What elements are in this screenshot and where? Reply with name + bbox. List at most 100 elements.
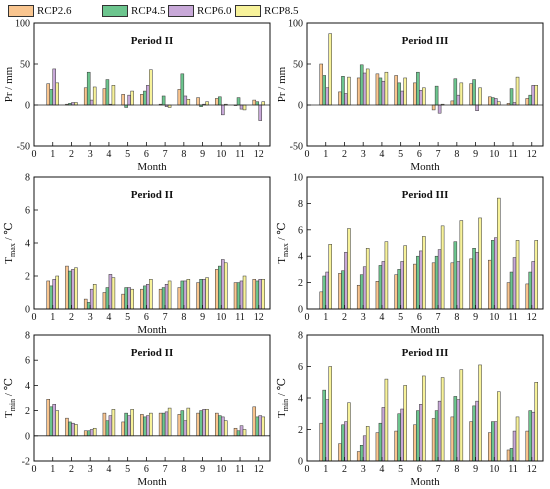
bar-rcp45 (124, 412, 128, 437)
y-tick-label: 6 (298, 225, 303, 236)
bar-rcp60 (202, 409, 206, 437)
x-tick-label: 12 (254, 312, 264, 323)
bar-rcp26 (506, 449, 511, 462)
x-axis-label: Month (410, 324, 440, 336)
x-tick-label: 3 (88, 312, 93, 323)
bar-rcp85 (92, 284, 97, 310)
legend-swatch-rcp26 (8, 5, 34, 17)
bar-rcp60 (475, 104, 479, 111)
x-tick-label: 1 (323, 149, 328, 160)
bar-rcp85 (403, 245, 407, 310)
bar-rcp60 (437, 400, 442, 462)
y-tick-label: 8 (25, 173, 30, 184)
bar-rcp85 (111, 277, 116, 310)
bar-rcp45 (105, 420, 110, 437)
bar-rcp26 (102, 412, 107, 437)
bar-rcp85 (261, 416, 266, 437)
bar-rcp60 (239, 425, 244, 437)
bar-rcp60 (456, 261, 461, 310)
y-tick-label: 8 (298, 331, 303, 342)
bar-rcp85 (55, 275, 59, 310)
bar-rcp26 (469, 258, 473, 310)
bar-rcp26 (83, 298, 88, 310)
chart-title: Period III (402, 189, 449, 201)
bar-rcp60 (512, 430, 517, 462)
bar-rcp26 (338, 443, 342, 462)
bar-rcp26 (319, 422, 323, 462)
bar-rcp60 (202, 279, 206, 310)
bar-rcp60 (531, 411, 536, 462)
x-tick-label: 6 (417, 149, 422, 160)
bar-rcp45 (161, 287, 166, 310)
legend: RCP2.6 RCP4.5 RCP6.0 RCP8.5 (0, 2, 550, 22)
bar-rcp85 (224, 262, 228, 310)
x-axis-label: Month (410, 476, 440, 488)
bar-rcp85 (328, 33, 332, 106)
bar-rcp45 (255, 280, 260, 310)
x-tick-label: 12 (527, 149, 537, 160)
bar-rcp85 (242, 275, 247, 310)
bar-rcp60 (437, 104, 442, 114)
bar-rcp45 (255, 416, 260, 437)
bar-rcp85 (92, 86, 97, 106)
bar-rcp60 (183, 280, 188, 310)
x-tick-label: 10 (216, 464, 226, 475)
bar-rcp85 (55, 82, 59, 106)
bar-rcp60 (164, 411, 169, 437)
bar-rcp85 (149, 69, 153, 106)
bar-rcp26 (356, 451, 361, 462)
bar-rcp85 (130, 90, 134, 106)
bar-rcp60 (325, 87, 329, 106)
bar-rcp60 (89, 288, 94, 310)
bar-rcp45 (397, 269, 401, 310)
bar-rcp85 (224, 420, 228, 437)
bar-rcp85 (328, 244, 332, 310)
bar-rcp26 (525, 283, 530, 310)
x-axis-label: Month (137, 324, 167, 336)
y-tick-label: 2 (25, 406, 30, 417)
bar-rcp45 (49, 285, 53, 310)
bar-rcp85 (365, 68, 370, 106)
x-tick-label: 9 (473, 149, 478, 160)
bar-rcp45 (236, 430, 241, 437)
y-axis-label: Tmin / ℃ (3, 378, 17, 418)
bar-rcp26 (46, 83, 50, 106)
bar-rcp85 (130, 409, 134, 437)
x-tick-label: 10 (216, 312, 226, 323)
y-tick-label: 0 (298, 457, 303, 468)
bar-rcp26 (506, 282, 511, 310)
bar-rcp60 (89, 99, 94, 106)
bar-rcp45 (124, 287, 128, 310)
bar-rcp45 (491, 97, 495, 106)
bar-rcp26 (121, 421, 125, 437)
bar-rcp85 (92, 427, 97, 437)
plot-frame (33, 334, 271, 462)
bar-rcp45 (528, 410, 533, 462)
bar-rcp60 (183, 420, 188, 437)
y-axis-label: Tmin / ℃ (276, 378, 290, 418)
bar-rcp45 (86, 71, 91, 106)
x-tick-label: 3 (88, 464, 93, 475)
bar-rcp45 (341, 76, 345, 106)
y-axis-label: Tmax / ℃ (3, 222, 17, 263)
bar-rcp45 (180, 73, 185, 106)
bar-rcp60 (437, 249, 442, 310)
bar-rcp45 (218, 265, 222, 310)
bar-rcp60 (52, 68, 56, 106)
bar-rcp60 (164, 284, 169, 310)
y-tick-label: 50 (20, 60, 30, 71)
bar-rcp26 (394, 430, 398, 462)
bar-rcp26 (375, 281, 380, 310)
bar-rcp26 (196, 282, 200, 310)
bar-rcp45 (528, 94, 533, 106)
y-tick-label: -50 (17, 142, 30, 153)
bar-rcp45 (397, 82, 401, 106)
bar-rcp60 (475, 400, 479, 462)
bar-rcp60 (456, 399, 461, 462)
bar-rcp85 (261, 279, 266, 310)
bar-rcp85 (74, 424, 78, 437)
bar-rcp60 (258, 104, 263, 121)
